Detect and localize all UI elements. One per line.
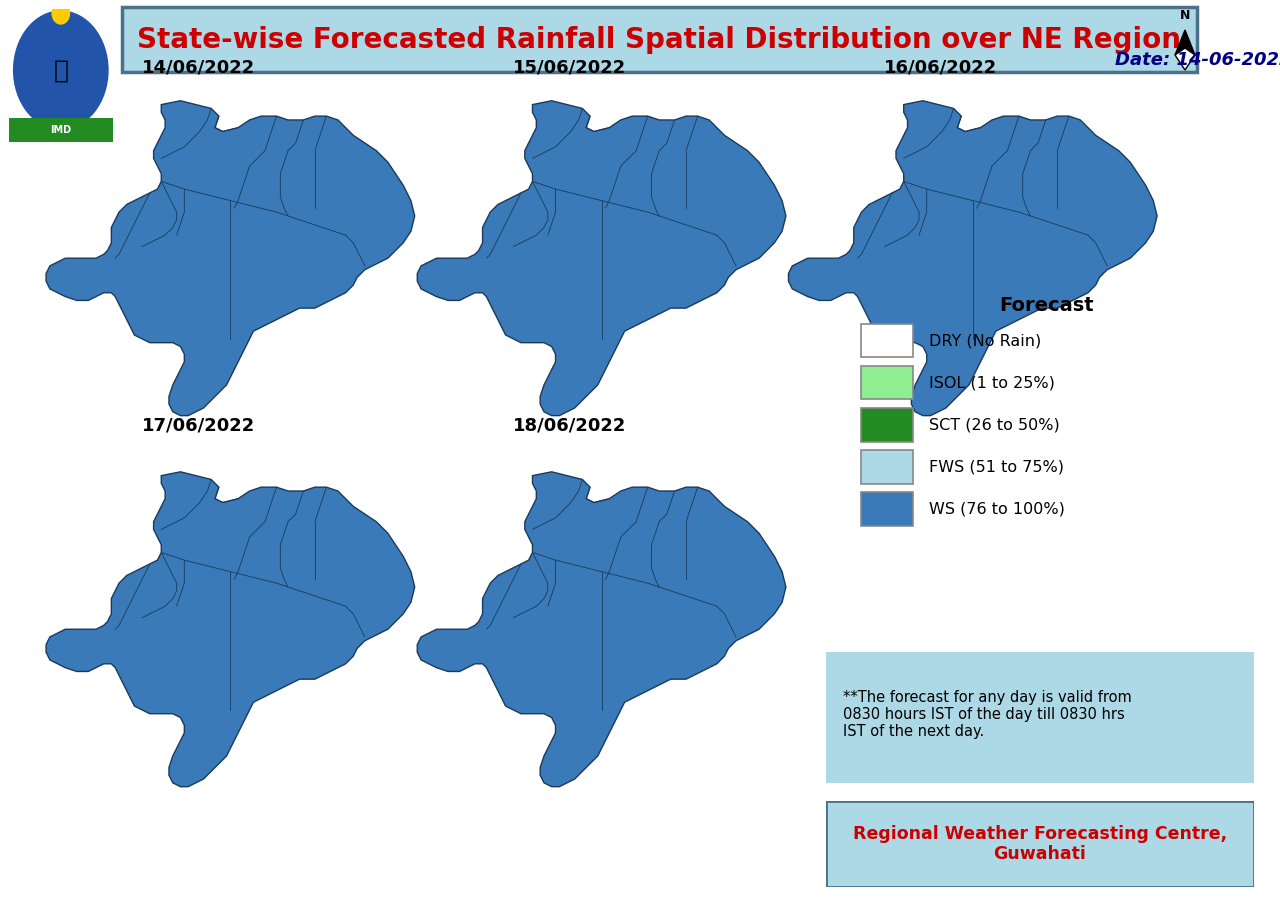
Polygon shape (417, 472, 786, 786)
Circle shape (52, 2, 69, 24)
Polygon shape (46, 472, 415, 786)
FancyBboxPatch shape (861, 450, 914, 483)
FancyBboxPatch shape (9, 118, 113, 142)
Text: WS (76 to 100%): WS (76 to 100%) (929, 501, 1065, 517)
FancyBboxPatch shape (826, 652, 1254, 783)
Polygon shape (1175, 48, 1196, 70)
Polygon shape (1175, 30, 1196, 55)
Polygon shape (46, 100, 415, 415)
Text: State-wise Forecasted Rainfall Spatial Distribution over NE Region: State-wise Forecasted Rainfall Spatial D… (137, 26, 1181, 53)
Text: DRY (No Rain): DRY (No Rain) (929, 333, 1042, 348)
Text: N: N (1180, 9, 1190, 22)
Text: Regional Weather Forecasting Centre,
Guwahati: Regional Weather Forecasting Centre, Guw… (852, 824, 1228, 863)
Text: 15/06/2022: 15/06/2022 (513, 59, 626, 77)
FancyBboxPatch shape (861, 324, 914, 357)
FancyBboxPatch shape (861, 408, 914, 442)
FancyBboxPatch shape (122, 7, 1197, 72)
Text: 14/06/2022: 14/06/2022 (142, 59, 255, 77)
Text: 16/06/2022: 16/06/2022 (884, 59, 997, 77)
Text: **The forecast for any day is valid from
0830 hours IST of the day till 0830 hrs: **The forecast for any day is valid from… (842, 690, 1132, 739)
Text: SCT (26 to 50%): SCT (26 to 50%) (929, 417, 1060, 433)
Polygon shape (417, 100, 786, 415)
Text: FWS (51 to 75%): FWS (51 to 75%) (929, 460, 1065, 474)
FancyBboxPatch shape (826, 801, 1254, 887)
Polygon shape (788, 100, 1157, 415)
Text: 🌐: 🌐 (54, 58, 68, 82)
Text: Date: 14-06-2022: Date: 14-06-2022 (1115, 51, 1280, 69)
FancyBboxPatch shape (861, 492, 914, 526)
FancyBboxPatch shape (861, 366, 914, 399)
Text: ISOL (1 to 25%): ISOL (1 to 25%) (929, 376, 1055, 390)
Text: Forecast: Forecast (1000, 296, 1093, 315)
Text: 18/06/2022: 18/06/2022 (513, 416, 626, 434)
Circle shape (13, 11, 109, 130)
Text: 17/06/2022: 17/06/2022 (142, 416, 255, 434)
Text: IMD: IMD (50, 125, 72, 135)
